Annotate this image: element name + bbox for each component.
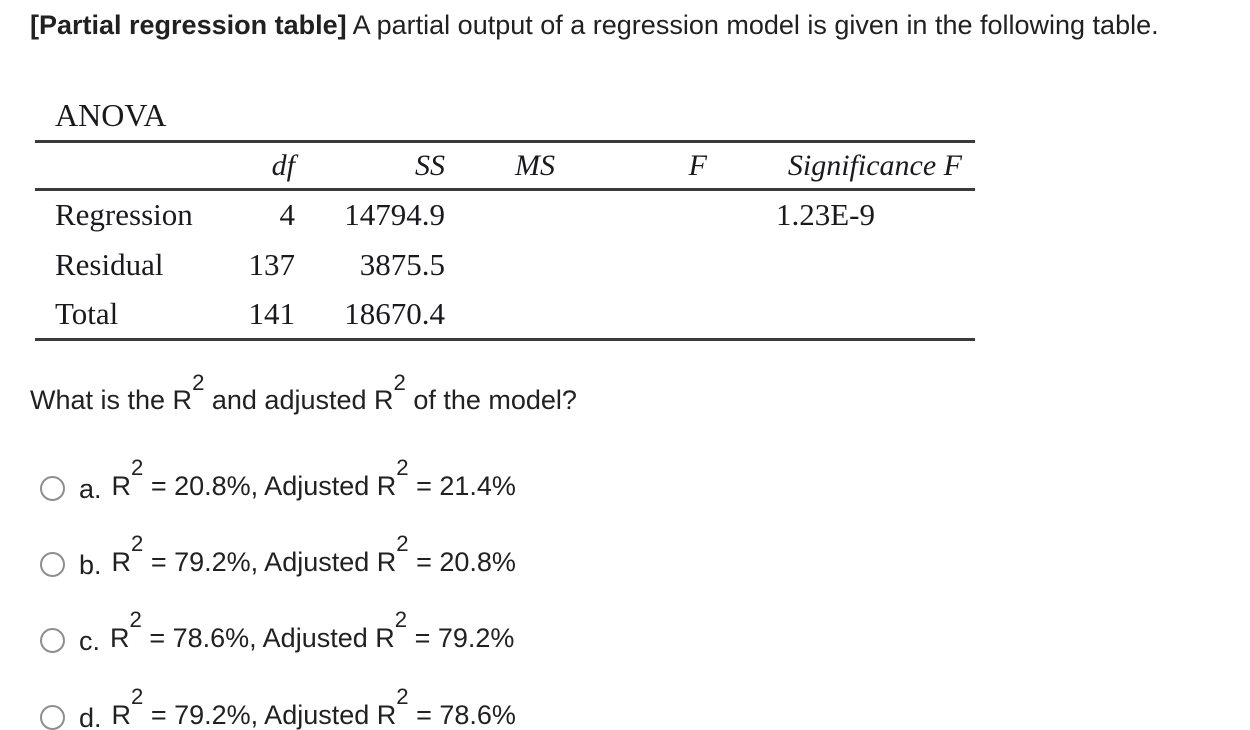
radio-button-c[interactable] [40, 627, 65, 653]
option-d[interactable]: d. R2 = 79.2%, Adjusted R2 = 78.6% [0, 684, 900, 730]
superscript-2: 2 [396, 531, 409, 557]
significance-f-value [709, 290, 975, 340]
radio-button-d[interactable] [40, 704, 65, 730]
question-text: What is the R2 and adjusted R2 of the mo… [30, 371, 577, 420]
radio-button-a[interactable] [40, 475, 65, 501]
superscript-2: 2 [131, 531, 144, 557]
question-seg: What is the R [30, 385, 193, 415]
row-label: Residual [55, 246, 164, 282]
superscript-2: 2 [129, 607, 142, 633]
intro-text: A partial output of a regression model i… [346, 10, 1159, 40]
option-letter: b. [79, 549, 102, 580]
table-row-total: Total 141 18670.4 [35, 290, 975, 340]
row-label: Regression [55, 197, 193, 233]
superscript-2: 2 [394, 607, 408, 633]
superscript-2: 2 [131, 684, 144, 710]
anova-table: df SS MS F Significance F Regression 4 1… [35, 140, 975, 341]
option-a[interactable]: a. R2 = 20.8%, Adjusted R2 = 21.4% [0, 455, 900, 514]
option-letter: c. [79, 625, 101, 656]
superscript-2: 2 [192, 369, 205, 395]
ms-value [447, 290, 590, 340]
option-text: R2 = 79.2%, Adjusted R2 = 20.8% [111, 531, 516, 577]
significance-f-value: 1.23E-9 [775, 197, 875, 233]
f-value [590, 190, 709, 240]
ss-value: 18670.4 [344, 295, 445, 331]
option-text: R2 = 20.8%, Adjusted R2 = 21.4% [111, 455, 516, 501]
intro-bold-label: [Partial regression table] [30, 10, 347, 40]
superscript-2: 2 [396, 455, 409, 481]
option-c[interactable]: c. R2 = 78.6%, Adjusted R2 = 79.2% [0, 607, 900, 666]
question-seg: of the model? [405, 385, 577, 415]
anova-table-title: ANOVA [55, 97, 167, 133]
table-row-residual: Residual 137 3875.5 [35, 240, 975, 290]
question-intro: [Partial regression table] A partial out… [30, 7, 1159, 45]
option-text: R2 = 79.2%, Adjusted R2 = 78.6% [111, 684, 516, 730]
superscript-2: 2 [396, 684, 409, 710]
df-value: 137 [248, 246, 296, 282]
ss-value: 14794.9 [344, 197, 445, 233]
col-header-significance-f: Significance F [709, 141, 975, 191]
f-value [590, 240, 709, 290]
df-value: 141 [248, 295, 296, 331]
col-header-blank [35, 141, 225, 191]
option-b[interactable]: b. R2 = 79.2%, Adjusted R2 = 20.8% [0, 531, 900, 590]
table-row-regression: Regression 4 14794.9 1.23E-9 [35, 190, 975, 240]
question-seg: and adjusted R [204, 385, 394, 415]
superscript-2: 2 [393, 369, 406, 395]
col-header-f: F [590, 141, 709, 191]
radio-button-b[interactable] [40, 551, 65, 577]
f-value [590, 290, 709, 340]
ms-value [447, 190, 590, 240]
col-header-df: df [225, 141, 297, 191]
ss-value: 3875.5 [359, 246, 445, 282]
row-label: Total [55, 295, 119, 331]
option-text: R2 = 78.6%, Adjusted R2 = 79.2% [110, 607, 515, 653]
option-letter: a. [79, 473, 102, 504]
col-header-ss: SS [297, 141, 447, 191]
col-header-ms: MS [447, 141, 590, 191]
df-value: 4 [279, 197, 296, 233]
significance-f-value [709, 240, 975, 290]
option-letter: d. [79, 702, 102, 730]
ms-value [447, 240, 590, 290]
anova-header-row: df SS MS F Significance F [35, 141, 975, 191]
superscript-2: 2 [131, 455, 144, 481]
